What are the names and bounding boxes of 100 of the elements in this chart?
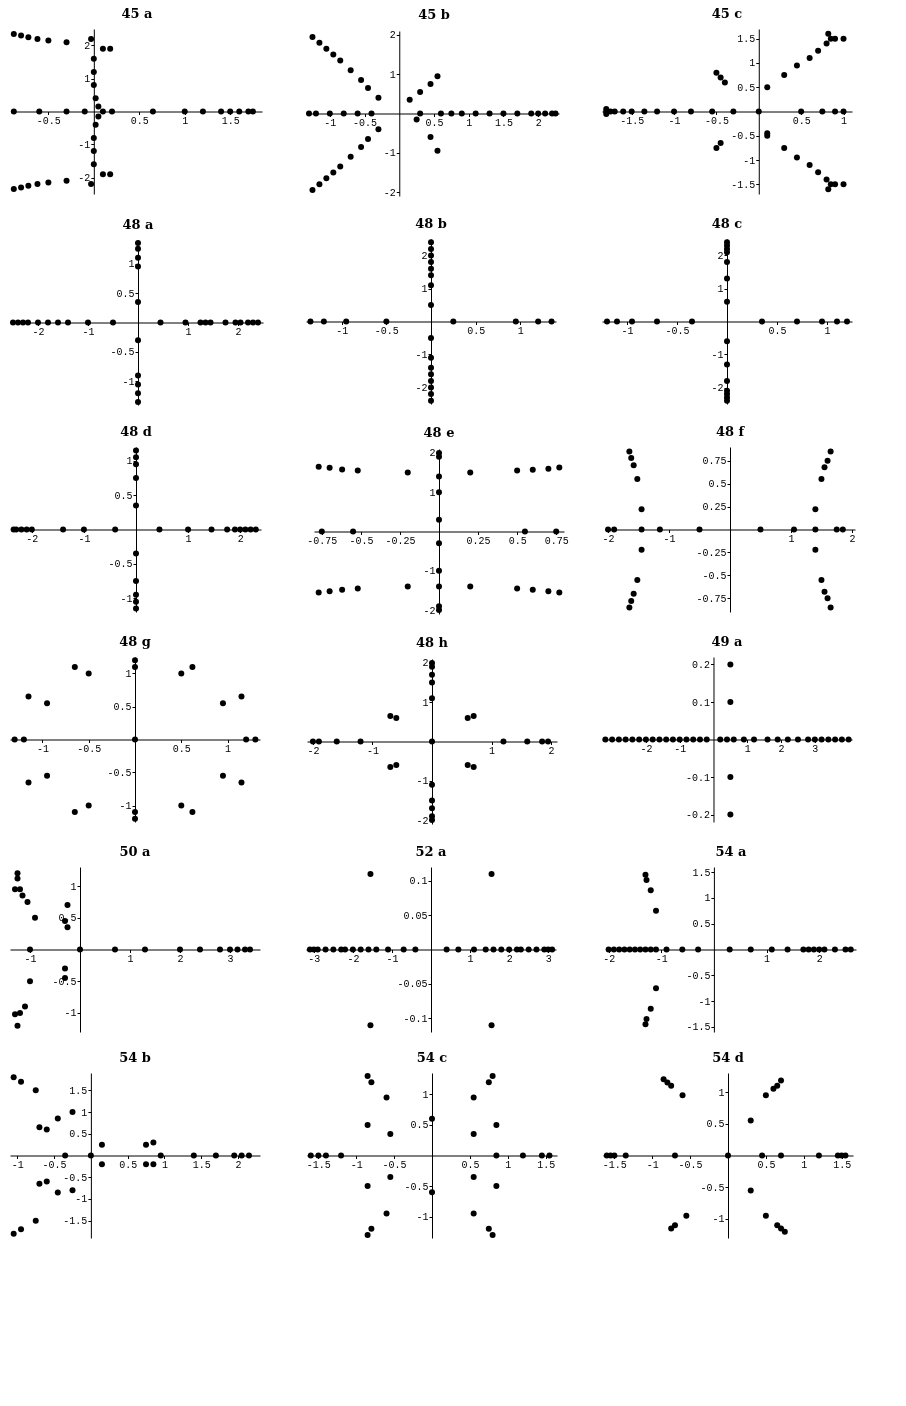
y-tick-label: 1 bbox=[749, 58, 756, 70]
y-tick-label: 0.25 bbox=[702, 502, 727, 514]
y-tick-label: -0.1 bbox=[685, 772, 710, 784]
y-tick-label: 2 bbox=[84, 41, 91, 52]
x-tick-label: -2 bbox=[640, 744, 653, 755]
y-tick-label: 0.75 bbox=[702, 456, 727, 468]
chart-title: 45 c bbox=[711, 6, 743, 21]
y-tick-label: 2 bbox=[389, 30, 396, 42]
y-tick-label: 1.5 bbox=[69, 1085, 88, 1097]
chart-title: 48 h bbox=[415, 634, 449, 650]
y-tick-label: 2 bbox=[422, 658, 429, 670]
x-tick-label: -1.5 bbox=[306, 1160, 331, 1171]
y-tick-label: -1 bbox=[383, 148, 396, 160]
y-tick-label: 0.05 bbox=[403, 910, 428, 922]
x-tick-label: 1 bbox=[185, 534, 192, 545]
chart-title: 48 a bbox=[122, 216, 155, 232]
y-tick-label: -0.5 bbox=[702, 570, 727, 582]
x-tick-label: -0.5 bbox=[678, 1160, 703, 1171]
chart-title: 45 a bbox=[121, 6, 154, 21]
x-tick-label: 1.5 bbox=[494, 118, 513, 129]
y-tick-label: -1 bbox=[712, 1214, 725, 1226]
y-tick-label: -0.5 bbox=[108, 559, 133, 571]
y-tick-label: -0.5 bbox=[731, 131, 756, 143]
x-tick-label: -1 bbox=[324, 118, 337, 129]
x-tick-label: 1 bbox=[764, 954, 771, 965]
y-tick-label: -0.1 bbox=[403, 1013, 428, 1025]
y-tick-label: 1 bbox=[429, 487, 436, 499]
y-tick-label: -2 bbox=[711, 383, 724, 394]
x-tick-label: 1 bbox=[185, 327, 192, 338]
x-tick-label: -1 bbox=[621, 326, 634, 337]
x-tick-label: 0.5 bbox=[768, 326, 787, 337]
x-tick-label: -1 bbox=[336, 326, 349, 337]
chart-title: 48 c bbox=[711, 216, 743, 231]
x-tick-label: 2 bbox=[237, 534, 244, 545]
y-tick-label: -0.5 bbox=[107, 768, 132, 779]
x-tick-label: 1.5 bbox=[221, 116, 240, 127]
y-tick-label: -0.2 bbox=[685, 810, 710, 821]
chart-title: 54 b bbox=[119, 1050, 151, 1065]
y-tick-label: -2 bbox=[423, 605, 436, 617]
chart-title: 54 c bbox=[416, 1050, 448, 1065]
x-tick-label: 1 bbox=[788, 534, 795, 545]
x-tick-label: 1.5 bbox=[833, 1160, 852, 1171]
y-tick-label: 1 bbox=[422, 1089, 429, 1101]
x-tick-label: 0.5 bbox=[172, 744, 191, 755]
y-tick-label: -2 bbox=[416, 815, 429, 827]
x-tick-label: 1 bbox=[505, 1160, 512, 1171]
y-tick-label: 0.5 bbox=[114, 490, 133, 502]
x-tick-label: 2 bbox=[816, 954, 823, 965]
x-tick-label: -2 bbox=[602, 534, 615, 545]
chart-title: 48 f bbox=[715, 424, 746, 439]
x-tick-label: -2 bbox=[307, 746, 320, 757]
x-tick-label: -0.75 bbox=[307, 536, 338, 547]
y-tick-label: -1.5 bbox=[63, 1216, 88, 1228]
x-tick-label: -1 bbox=[350, 1160, 363, 1171]
y-tick-label: 1 bbox=[128, 259, 135, 271]
y-tick-label: -1 bbox=[120, 593, 133, 605]
x-tick-label: 1 bbox=[225, 744, 232, 755]
y-tick-label: -1 bbox=[78, 140, 91, 151]
x-tick-label: -1 bbox=[668, 116, 681, 127]
y-tick-label: -1 bbox=[743, 155, 756, 167]
y-tick-label: 0.2 bbox=[691, 660, 710, 671]
x-tick-label: 1 bbox=[824, 326, 831, 337]
x-tick-label: 1 bbox=[841, 116, 848, 127]
x-tick-label: 1 bbox=[517, 326, 524, 337]
x-tick-label: 2 bbox=[177, 954, 184, 965]
y-tick-label: -1 bbox=[711, 350, 724, 361]
x-tick-label: 0.5 bbox=[757, 1160, 776, 1171]
x-tick-label: -1 bbox=[663, 534, 676, 545]
y-tick-label: -1 bbox=[64, 1008, 77, 1020]
x-tick-label: -2 bbox=[26, 534, 39, 545]
y-tick-label: 1.5 bbox=[737, 34, 756, 46]
y-tick-label: 2 bbox=[717, 251, 724, 262]
y-tick-label: 0.5 bbox=[410, 1120, 429, 1132]
y-tick-label: 0.5 bbox=[113, 702, 132, 713]
y-tick-label: -0.75 bbox=[696, 593, 727, 605]
y-tick-label: -0.05 bbox=[397, 979, 428, 991]
y-tick-label: 0.5 bbox=[69, 1129, 88, 1141]
x-tick-label: -1 bbox=[36, 744, 49, 755]
chart-title: 50 a bbox=[119, 844, 152, 859]
x-tick-label: -1 bbox=[655, 954, 668, 965]
x-tick-label: 0.5 bbox=[792, 116, 811, 127]
x-tick-label: -0.5 bbox=[353, 118, 378, 129]
x-tick-label: -1 bbox=[674, 744, 687, 755]
x-tick-label: 2 bbox=[235, 327, 242, 338]
y-tick-label: 0.5 bbox=[58, 913, 77, 925]
y-tick-label: 2 bbox=[421, 251, 428, 262]
x-tick-label: 0.5 bbox=[461, 1160, 480, 1171]
chart-title: 52 a bbox=[415, 844, 448, 859]
chart-title: 48 d bbox=[120, 424, 152, 439]
y-tick-label: -1.5 bbox=[686, 1022, 711, 1034]
x-tick-label: -0.5 bbox=[36, 116, 61, 127]
x-tick-label: 1 bbox=[182, 116, 189, 127]
y-tick-label: 0.1 bbox=[691, 697, 710, 709]
y-tick-label: -1 bbox=[416, 1212, 429, 1224]
y-tick-label: 1 bbox=[422, 697, 429, 709]
x-tick-label: -1 bbox=[11, 1160, 24, 1171]
y-tick-label: -2 bbox=[383, 187, 396, 199]
x-tick-label: 0.75 bbox=[544, 536, 569, 547]
x-tick-label: -0.5 bbox=[42, 1160, 67, 1171]
x-tick-label: 2 bbox=[235, 1160, 242, 1171]
